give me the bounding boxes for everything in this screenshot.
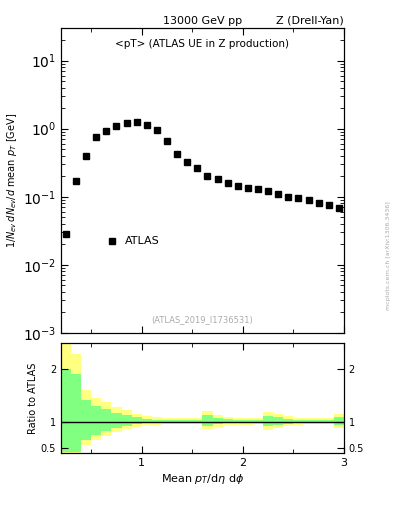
Text: 13000 GeV pp: 13000 GeV pp	[163, 15, 242, 26]
Text: (ATLAS_2019_I1736531): (ATLAS_2019_I1736531)	[152, 315, 253, 324]
Text: Z (Drell-Yan): Z (Drell-Yan)	[276, 15, 344, 26]
Text: mcplots.cern.ch [arXiv:1306.3436]: mcplots.cern.ch [arXiv:1306.3436]	[386, 202, 391, 310]
Y-axis label: Ratio to ATLAS: Ratio to ATLAS	[28, 362, 38, 434]
Text: ATLAS: ATLAS	[125, 237, 159, 246]
X-axis label: Mean $p_T$/d$\eta$ d$\phi$: Mean $p_T$/d$\eta$ d$\phi$	[161, 472, 244, 486]
Y-axis label: $1/N_{ev}\,dN_{ev}/d$ mean $p_T$ [GeV]: $1/N_{ev}\,dN_{ev}/d$ mean $p_T$ [GeV]	[5, 113, 18, 248]
Text: <pT> (ATLAS UE in Z production): <pT> (ATLAS UE in Z production)	[116, 39, 289, 49]
